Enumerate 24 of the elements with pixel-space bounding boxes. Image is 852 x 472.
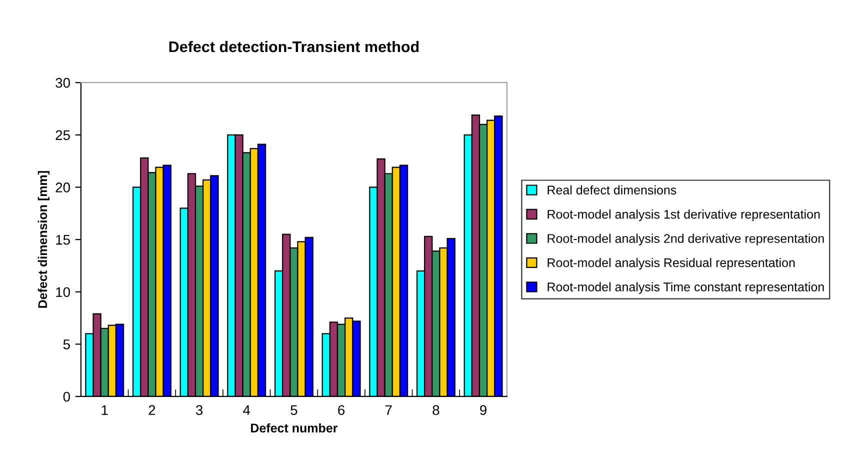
y-tick-label: 5 xyxy=(63,340,70,350)
chart-title: Defect detection-Transient method xyxy=(169,40,419,52)
y-axis-title: Defect dimension [mm] xyxy=(38,171,50,308)
y-tick-label: 25 xyxy=(56,130,70,140)
x-tick-label: 2 xyxy=(148,405,156,415)
x-tick-label: 5 xyxy=(290,405,298,416)
y-tick-label: 0 xyxy=(63,392,70,402)
legend-label: Root-model analysis 1st derivative representation xyxy=(548,210,820,222)
legend-label: Root-model analysis Residual representation xyxy=(548,258,795,270)
x-axis-title: Defect number xyxy=(251,423,338,432)
x-tick-label: 8 xyxy=(432,405,440,416)
y-tick-label: 10 xyxy=(56,287,70,298)
legend-label: Real defect dimensions xyxy=(548,185,676,194)
y-tick-label: 15 xyxy=(56,235,70,245)
x-tick-label: 1 xyxy=(102,405,108,415)
x-tick-label: 7 xyxy=(385,405,392,415)
x-tick-label: 6 xyxy=(338,405,345,416)
legend-label: Root-model analysis 2nd derivative representation xyxy=(548,234,824,246)
x-tick-label: 9 xyxy=(480,405,486,416)
y-tick-label: 30 xyxy=(56,78,70,88)
x-tick-label: 4 xyxy=(243,405,250,415)
y-tick-label: 20 xyxy=(56,182,70,192)
legend-label: Root-model analysis Time constant representation xyxy=(548,282,824,294)
x-tick-label: 3 xyxy=(196,405,203,416)
